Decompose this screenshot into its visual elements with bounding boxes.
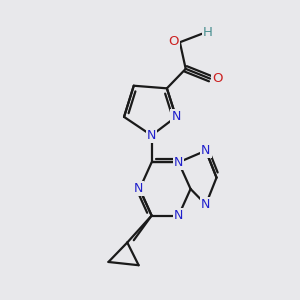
- Text: N: N: [201, 198, 211, 211]
- Text: H: H: [203, 26, 213, 39]
- Text: N: N: [174, 209, 183, 222]
- Text: O: O: [212, 72, 222, 85]
- Text: N: N: [147, 129, 156, 142]
- Text: N: N: [133, 182, 143, 195]
- Text: N: N: [171, 110, 181, 123]
- Text: N: N: [201, 144, 211, 157]
- Text: N: N: [174, 156, 183, 169]
- Text: O: O: [168, 35, 178, 48]
